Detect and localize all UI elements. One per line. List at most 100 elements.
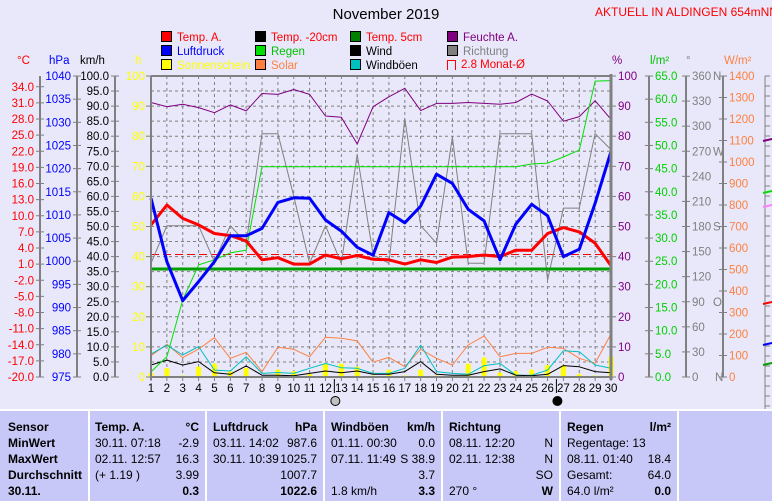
direction-tick-label: 360: [692, 71, 711, 83]
humidity-tick-label: 70: [618, 161, 631, 173]
table-cell: 987.6: [286, 436, 317, 450]
table-cell: S 38.9: [400, 452, 435, 466]
legend-label: Regen: [271, 46, 305, 58]
temp-tick-label: -5.0: [14, 291, 34, 303]
wind-tick-label: 75.0: [87, 146, 109, 158]
temp-tick-label: 22.0: [12, 146, 34, 158]
humidity-tick-label: 100: [618, 71, 637, 83]
temp-tick-label: 16.0: [12, 179, 34, 191]
table-column-separator: [88, 411, 90, 501]
legend-label: Solar: [271, 60, 298, 72]
legend-swatch-icon: [161, 45, 172, 56]
table-cell: Regentage: 13: [567, 436, 646, 450]
unit-wind: km/h: [80, 55, 105, 67]
direction-tick-label: 300: [692, 121, 711, 133]
x-tick-label: 1: [148, 383, 154, 395]
sun-tick-label: 90: [132, 101, 145, 113]
humidity-tick-label: 10: [618, 342, 631, 354]
sun-tick-label: 20: [132, 312, 145, 324]
table-cell: 1.8 km/h: [331, 484, 378, 498]
x-tick-label: 13: [335, 383, 348, 395]
table-cell: 1022.6: [280, 484, 317, 498]
pressure-tick-label: 1010: [45, 210, 71, 222]
solar-tick-label: 1200: [729, 114, 755, 126]
table-cell: 30.11. 07:18: [95, 436, 161, 450]
pressure-tick-label: 1035: [45, 94, 71, 106]
series-regen-line: [150, 80, 612, 373]
wind-tick-label: 25.0: [87, 297, 109, 309]
table-cell: MaxWert: [8, 452, 58, 466]
table-cell: 03.11. 14:02: [213, 436, 279, 450]
direction-tick-label: 240: [692, 171, 711, 183]
rain-tick-label: 10.0: [655, 326, 677, 338]
legend-item: 2.8 Monat-Ø: [447, 59, 525, 72]
table-cell: Gesamt:: [567, 468, 613, 482]
table-cell: 0.0: [654, 484, 671, 498]
x-tick-label: 7: [243, 383, 249, 395]
wind-tick-label: 55.0: [87, 206, 109, 218]
series-wind-line: [150, 359, 612, 377]
legend-item: Windböen: [350, 59, 418, 72]
direction-tick-label: 150: [692, 247, 711, 259]
table-cell: 08.11. 12:20: [449, 436, 515, 450]
table-cell: 64.0 l/m²: [567, 484, 614, 498]
sun-tick-label: 60: [132, 191, 145, 203]
wind-tick-label: 70.0: [87, 161, 109, 173]
unit-pressure: hPa: [49, 55, 70, 67]
legend-item: Temp. -20cm: [255, 31, 337, 44]
table-cell: Luftdruck: [213, 420, 269, 434]
sun-tick-label: 50: [132, 222, 145, 234]
sun-tick-label: 0: [139, 372, 145, 384]
stats-table: Sensor Temp. A. °C Luftdruck hPa Windböen km/h…: [0, 409, 772, 501]
table-cell: l/m²: [649, 420, 671, 434]
adjacent-chart-series: [762, 138, 772, 142]
sunshine-bar: [560, 364, 566, 377]
compass-label: N: [715, 372, 723, 384]
table-cell: Temp. A.: [95, 420, 145, 434]
table-cell: 30.11. 10:39: [213, 452, 279, 466]
sunshine-bar: [497, 372, 503, 377]
compass-label: O: [713, 297, 722, 309]
table-column-separator: [677, 411, 679, 501]
direction-tick-label: 30: [692, 347, 705, 359]
x-tick-label: 17: [398, 383, 411, 395]
weather-chart: 1 2 3 4 5 6 7 8 9 10 11 12 13 14 15 16 17 18 19 20 21 22 23 24 2…: [8, 71, 772, 410]
table-cell: km/h: [406, 420, 435, 434]
temp-tick-label: 31.0: [12, 98, 34, 110]
location-label: AKTUELL IN ALDINGEN 654mNN: [595, 5, 772, 19]
temp-tick-label: -8.0: [14, 308, 34, 320]
rain-tick-label: 15.0: [655, 303, 677, 315]
sunshine-bar: [275, 369, 281, 377]
compass-label: N: [713, 71, 721, 83]
direction-tick-label: 330: [692, 96, 711, 108]
wind-tick-label: 5.0: [93, 357, 109, 369]
temp-tick-label: 28.0: [12, 114, 34, 126]
x-tick-label: 5: [211, 383, 217, 395]
x-tick-label: 28: [573, 383, 586, 395]
solar-tick-label: 400: [729, 286, 748, 298]
sunshine-bar: [196, 366, 202, 377]
table-cell: 08.11. 01:40: [567, 452, 633, 466]
temp-tick-label: 25.0: [12, 130, 34, 142]
table-cell: hPa: [294, 420, 317, 434]
wind-tick-label: 15.0: [87, 327, 109, 339]
direction-tick-label: 60: [692, 322, 705, 334]
wind-tick-label: 65.0: [87, 176, 109, 188]
temp-tick-label: 13.0: [12, 195, 34, 207]
wind-tick-label: 60.0: [87, 191, 109, 203]
unit-solar: W/m²: [724, 55, 752, 67]
temp-tick-label: 10.0: [12, 211, 34, 223]
adjacent-chart-series: [762, 362, 772, 366]
x-tick-label: 4: [195, 383, 202, 395]
solar-tick-label: 0: [729, 372, 735, 384]
sunshine-bar: [322, 363, 328, 377]
wind-tick-label: 30.0: [87, 282, 109, 294]
wind-tick-label: 95.0: [87, 86, 109, 98]
legend-label: Temp. 5cm: [366, 32, 423, 44]
legend-item: Richtung: [447, 45, 508, 58]
table-cell: 3.3: [418, 484, 435, 498]
table-cell: °C: [185, 420, 199, 434]
x-tick-label: 29: [589, 383, 602, 395]
solar-tick-label: 100: [729, 351, 748, 363]
table-cell: MinWert: [8, 436, 56, 450]
